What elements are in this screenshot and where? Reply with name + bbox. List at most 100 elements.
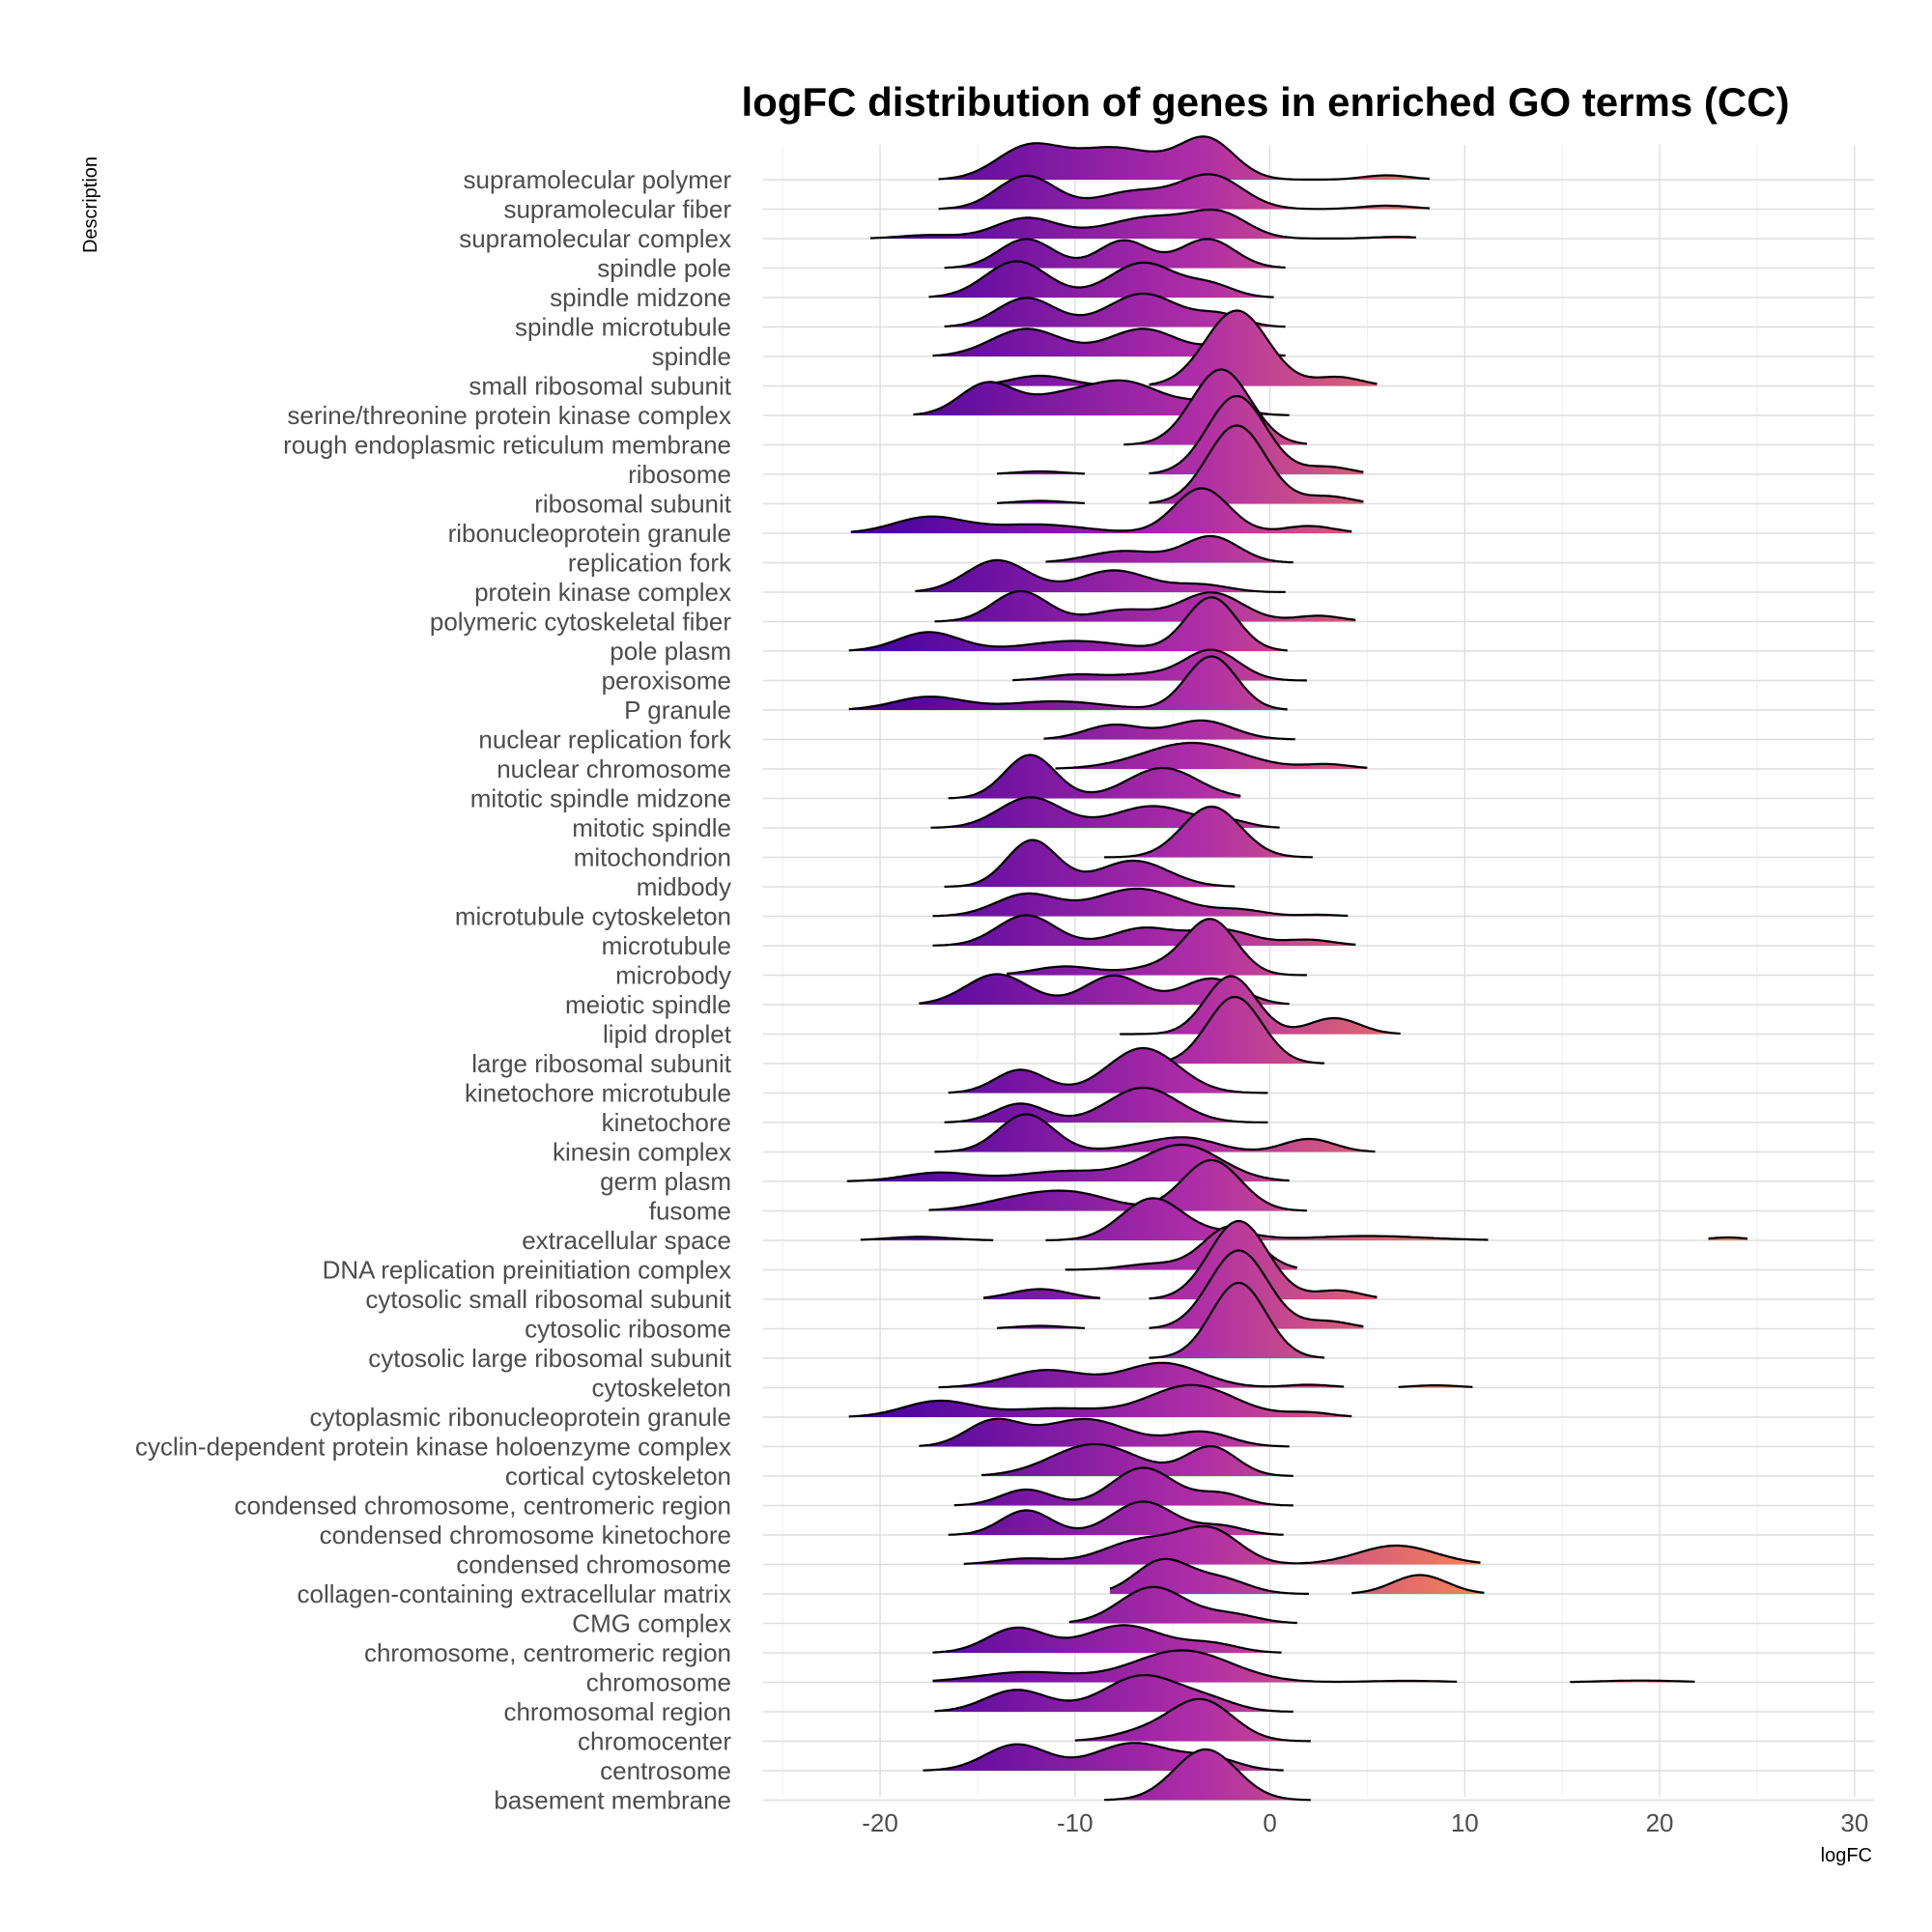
ridge-outline: [1109, 1557, 1309, 1595]
y-tick-label: ribosomal subunit: [534, 490, 732, 519]
ridge-outline: [934, 589, 1356, 623]
ridge-fill: [870, 210, 1416, 239]
y-tick-label: pole plasm: [610, 637, 731, 666]
y-tick-label: microtubule: [602, 931, 731, 960]
ridge-outline: [982, 1288, 1101, 1299]
x-tick-label: 0: [1263, 1808, 1276, 1837]
ridges: [846, 135, 1748, 1802]
y-tick-label: mitotic spindle: [572, 813, 731, 842]
y-tick-label: nuclear chromosome: [497, 754, 731, 783]
ridge-outline: [1055, 741, 1368, 770]
y-tick-label: spindle pole: [597, 254, 731, 283]
ridge-fill: [981, 1444, 1293, 1476]
ridge-fill: [938, 174, 1430, 210]
ridge-outline: [1707, 1236, 1748, 1240]
y-tick-label: spindle: [652, 342, 731, 371]
ridge-fill: [944, 239, 1286, 269]
ridge-fill: [1104, 1749, 1311, 1801]
y-tick-label: protein kinase complex: [474, 578, 731, 607]
ridge-outline: [996, 1324, 1086, 1329]
y-tick-label: spindle microtubule: [515, 313, 731, 342]
ridge-outline: [1149, 424, 1364, 504]
x-tick-label: 30: [1840, 1808, 1868, 1837]
ridge-outline: [848, 655, 1288, 711]
y-tick-label: lipid droplet: [603, 1020, 732, 1049]
ridge-outline: [915, 558, 1286, 593]
ridge-outline: [928, 260, 1274, 298]
ridge-outline: [1120, 975, 1401, 1036]
y-tick-label: replication fork: [568, 549, 732, 578]
y-tick-label: large ribosomal subunit: [471, 1049, 732, 1078]
ridge-fill: [983, 1289, 1100, 1299]
ridge-outline: [1104, 805, 1313, 859]
ridge-outline: [1149, 1249, 1364, 1329]
x-tick-label: 20: [1646, 1808, 1674, 1837]
ridge-fill: [1104, 807, 1313, 858]
ridge-outline: [996, 499, 1086, 504]
y-tick-label: fusome: [649, 1197, 731, 1226]
y-tick-label: kinetochore: [602, 1108, 731, 1137]
y-tick-label: CMG complex: [572, 1609, 731, 1638]
y-tick-label: condensed chromosome kinetochore: [320, 1520, 731, 1549]
ridge-outline: [1045, 534, 1293, 564]
x-axis-title: logFC: [1821, 1845, 1872, 1866]
y-tick-label: mitochondrion: [574, 843, 731, 872]
ridge-fill: [932, 1625, 1282, 1653]
ridge-outline: [848, 596, 1288, 652]
y-tick-label: basement membrane: [494, 1786, 731, 1815]
y-tick-label: supramolecular complex: [459, 224, 731, 253]
x-tick-label: -20: [862, 1808, 898, 1837]
y-tick-label: microtubule cytoskeleton: [455, 902, 731, 931]
y-axis-title: Description: [80, 156, 101, 253]
y-tick-label: collagen-containing extracellular matrix: [298, 1579, 731, 1608]
ridge-outline: [1043, 719, 1295, 741]
ridge-fill: [948, 1048, 1268, 1094]
ridge-fill: [1055, 743, 1368, 769]
ridge-fill: [848, 1384, 1352, 1417]
y-tick-label: P granule: [624, 696, 731, 724]
y-tick-label: cytosolic large ribosomal subunit: [368, 1344, 732, 1373]
y-tick-label: condensed chromosome: [456, 1550, 731, 1579]
y-tick-label: ribonucleoprotein granule: [448, 519, 731, 548]
ridge-fill: [997, 500, 1085, 504]
ridge-outline: [932, 1624, 1282, 1654]
ridge-fill: [944, 294, 1286, 327]
gridlines: [763, 145, 1874, 1802]
x-axis-ticks: -20 -10 0 10 20 30: [862, 1808, 1868, 1837]
ridge-outline: [1351, 1574, 1485, 1595]
ridge-outline: [948, 1046, 1268, 1094]
y-tick-label: peroxisome: [602, 667, 731, 696]
ridge-fill: [928, 261, 1274, 298]
ridge-fill: [1007, 919, 1307, 976]
ridge-outline: [938, 135, 1431, 181]
y-tick-label: cytosolic small ribosomal subunit: [365, 1285, 731, 1314]
ridge-outline: [850, 487, 1352, 533]
y-tick-label: cytoskeleton: [591, 1374, 731, 1403]
ridge-outline: [1149, 1219, 1378, 1300]
y-tick-label: small ribosomal subunit: [469, 372, 731, 401]
ridge-outline: [1007, 918, 1307, 977]
y-tick-label: rough endoplasmic reticulum membrane: [283, 431, 731, 460]
y-tick-label: extracellular space: [522, 1226, 731, 1255]
y-tick-label: cortical cytoskeleton: [505, 1462, 731, 1491]
ridge-outline: [938, 173, 1431, 211]
ridge-fill: [934, 1114, 1376, 1152]
y-tick-label: cyclin-dependent protein kinase holoenzy…: [135, 1433, 731, 1462]
ridge-outline: [934, 1674, 1293, 1713]
ridge-fill: [997, 471, 1085, 474]
y-tick-label: cytoplasmic ribonucleoprotein granule: [310, 1403, 731, 1432]
ridge-outline: [932, 914, 1356, 947]
ridge-fill: [1351, 1575, 1485, 1594]
y-tick-label: condensed chromosome, centromeric region: [235, 1492, 731, 1520]
y-tick-label: midbody: [637, 872, 731, 901]
ridge-outline: [1104, 1747, 1311, 1802]
ridge-fill: [932, 328, 1286, 356]
y-tick-label: supramolecular fiber: [503, 195, 731, 224]
y-tick-label: chromocenter: [578, 1727, 731, 1756]
y-tick-label: centrosome: [600, 1756, 731, 1785]
ridge-outline: [932, 1649, 1458, 1684]
ridge-outline: [953, 1466, 1293, 1507]
ridge-fill: [948, 1501, 1284, 1535]
